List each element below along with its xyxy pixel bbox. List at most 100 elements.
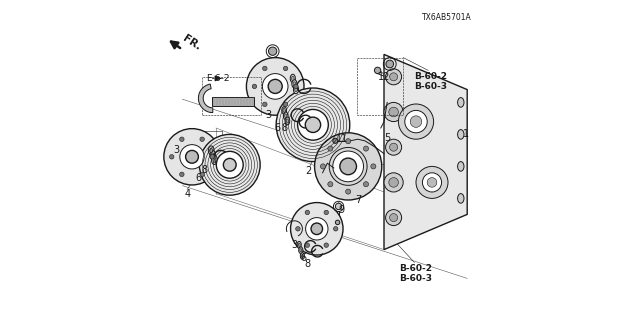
Ellipse shape	[458, 194, 464, 203]
Text: 3: 3	[291, 240, 298, 250]
Circle shape	[328, 146, 333, 151]
Circle shape	[186, 150, 198, 163]
Circle shape	[333, 227, 338, 231]
Circle shape	[428, 178, 437, 187]
Ellipse shape	[285, 117, 290, 125]
Ellipse shape	[300, 249, 302, 252]
Circle shape	[390, 73, 397, 81]
Ellipse shape	[300, 253, 305, 259]
Circle shape	[398, 104, 434, 139]
Circle shape	[305, 210, 310, 215]
Circle shape	[164, 129, 220, 185]
Circle shape	[314, 133, 381, 200]
Ellipse shape	[299, 247, 303, 253]
Circle shape	[180, 145, 204, 169]
Circle shape	[324, 210, 328, 215]
Ellipse shape	[292, 76, 294, 81]
Bar	[202, 77, 261, 115]
Text: 7: 7	[355, 195, 362, 205]
Text: 6: 6	[275, 123, 281, 133]
Ellipse shape	[458, 98, 464, 107]
Ellipse shape	[283, 108, 285, 112]
Circle shape	[385, 139, 402, 155]
Text: 11: 11	[336, 134, 349, 144]
Circle shape	[276, 88, 349, 162]
Text: 9: 9	[339, 204, 345, 215]
Circle shape	[388, 107, 398, 117]
Circle shape	[388, 178, 398, 187]
Ellipse shape	[284, 112, 288, 120]
Ellipse shape	[458, 130, 464, 139]
Circle shape	[262, 74, 288, 99]
Circle shape	[311, 223, 323, 235]
Circle shape	[390, 143, 397, 151]
Circle shape	[170, 155, 174, 159]
Circle shape	[296, 227, 300, 231]
Circle shape	[335, 203, 342, 210]
Circle shape	[386, 60, 394, 68]
Text: B-60-2
B-60-3: B-60-2 B-60-3	[399, 264, 433, 283]
Circle shape	[298, 109, 328, 140]
Circle shape	[268, 79, 282, 93]
Ellipse shape	[210, 151, 216, 160]
Ellipse shape	[458, 162, 464, 171]
Circle shape	[321, 164, 326, 169]
Text: TX6AB5701A: TX6AB5701A	[422, 13, 472, 22]
Text: 2: 2	[306, 166, 312, 176]
Circle shape	[200, 172, 204, 177]
Text: 1: 1	[463, 129, 468, 140]
Text: 6: 6	[195, 172, 202, 183]
Text: 8: 8	[281, 123, 287, 133]
Ellipse shape	[295, 87, 297, 92]
Ellipse shape	[210, 148, 212, 153]
Circle shape	[180, 137, 184, 141]
Circle shape	[346, 189, 351, 194]
Circle shape	[371, 164, 376, 169]
Circle shape	[306, 218, 328, 240]
Circle shape	[200, 134, 260, 195]
Circle shape	[200, 137, 204, 141]
Circle shape	[210, 155, 214, 159]
Bar	[212, 97, 254, 106]
Text: 12: 12	[378, 72, 390, 83]
Circle shape	[340, 158, 356, 175]
Text: 8: 8	[201, 164, 207, 175]
Text: 6: 6	[300, 252, 307, 263]
Ellipse shape	[209, 146, 214, 155]
Circle shape	[180, 172, 184, 177]
Polygon shape	[198, 84, 212, 113]
Circle shape	[410, 116, 422, 127]
Circle shape	[405, 110, 428, 133]
Circle shape	[333, 151, 364, 182]
Text: 3: 3	[173, 145, 180, 156]
Circle shape	[324, 243, 328, 247]
Circle shape	[262, 66, 267, 71]
Ellipse shape	[286, 119, 289, 123]
Circle shape	[223, 158, 236, 171]
Circle shape	[246, 58, 304, 115]
Ellipse shape	[285, 114, 287, 118]
Circle shape	[364, 146, 369, 151]
Text: 3: 3	[266, 110, 272, 120]
Ellipse shape	[301, 254, 303, 258]
Circle shape	[333, 138, 338, 143]
Circle shape	[284, 66, 288, 71]
Circle shape	[346, 139, 351, 144]
Circle shape	[335, 220, 340, 225]
Circle shape	[384, 102, 403, 122]
Circle shape	[328, 182, 333, 187]
Ellipse shape	[282, 107, 287, 114]
Ellipse shape	[211, 153, 214, 157]
Text: 4: 4	[184, 188, 190, 199]
Circle shape	[390, 214, 397, 221]
Text: FR.: FR.	[181, 34, 202, 53]
Ellipse shape	[213, 158, 216, 162]
Ellipse shape	[293, 82, 296, 86]
Circle shape	[374, 67, 381, 74]
Circle shape	[216, 151, 243, 178]
Circle shape	[294, 84, 298, 89]
Polygon shape	[384, 54, 467, 250]
Ellipse shape	[290, 74, 295, 83]
Circle shape	[269, 47, 277, 55]
Circle shape	[284, 102, 288, 107]
